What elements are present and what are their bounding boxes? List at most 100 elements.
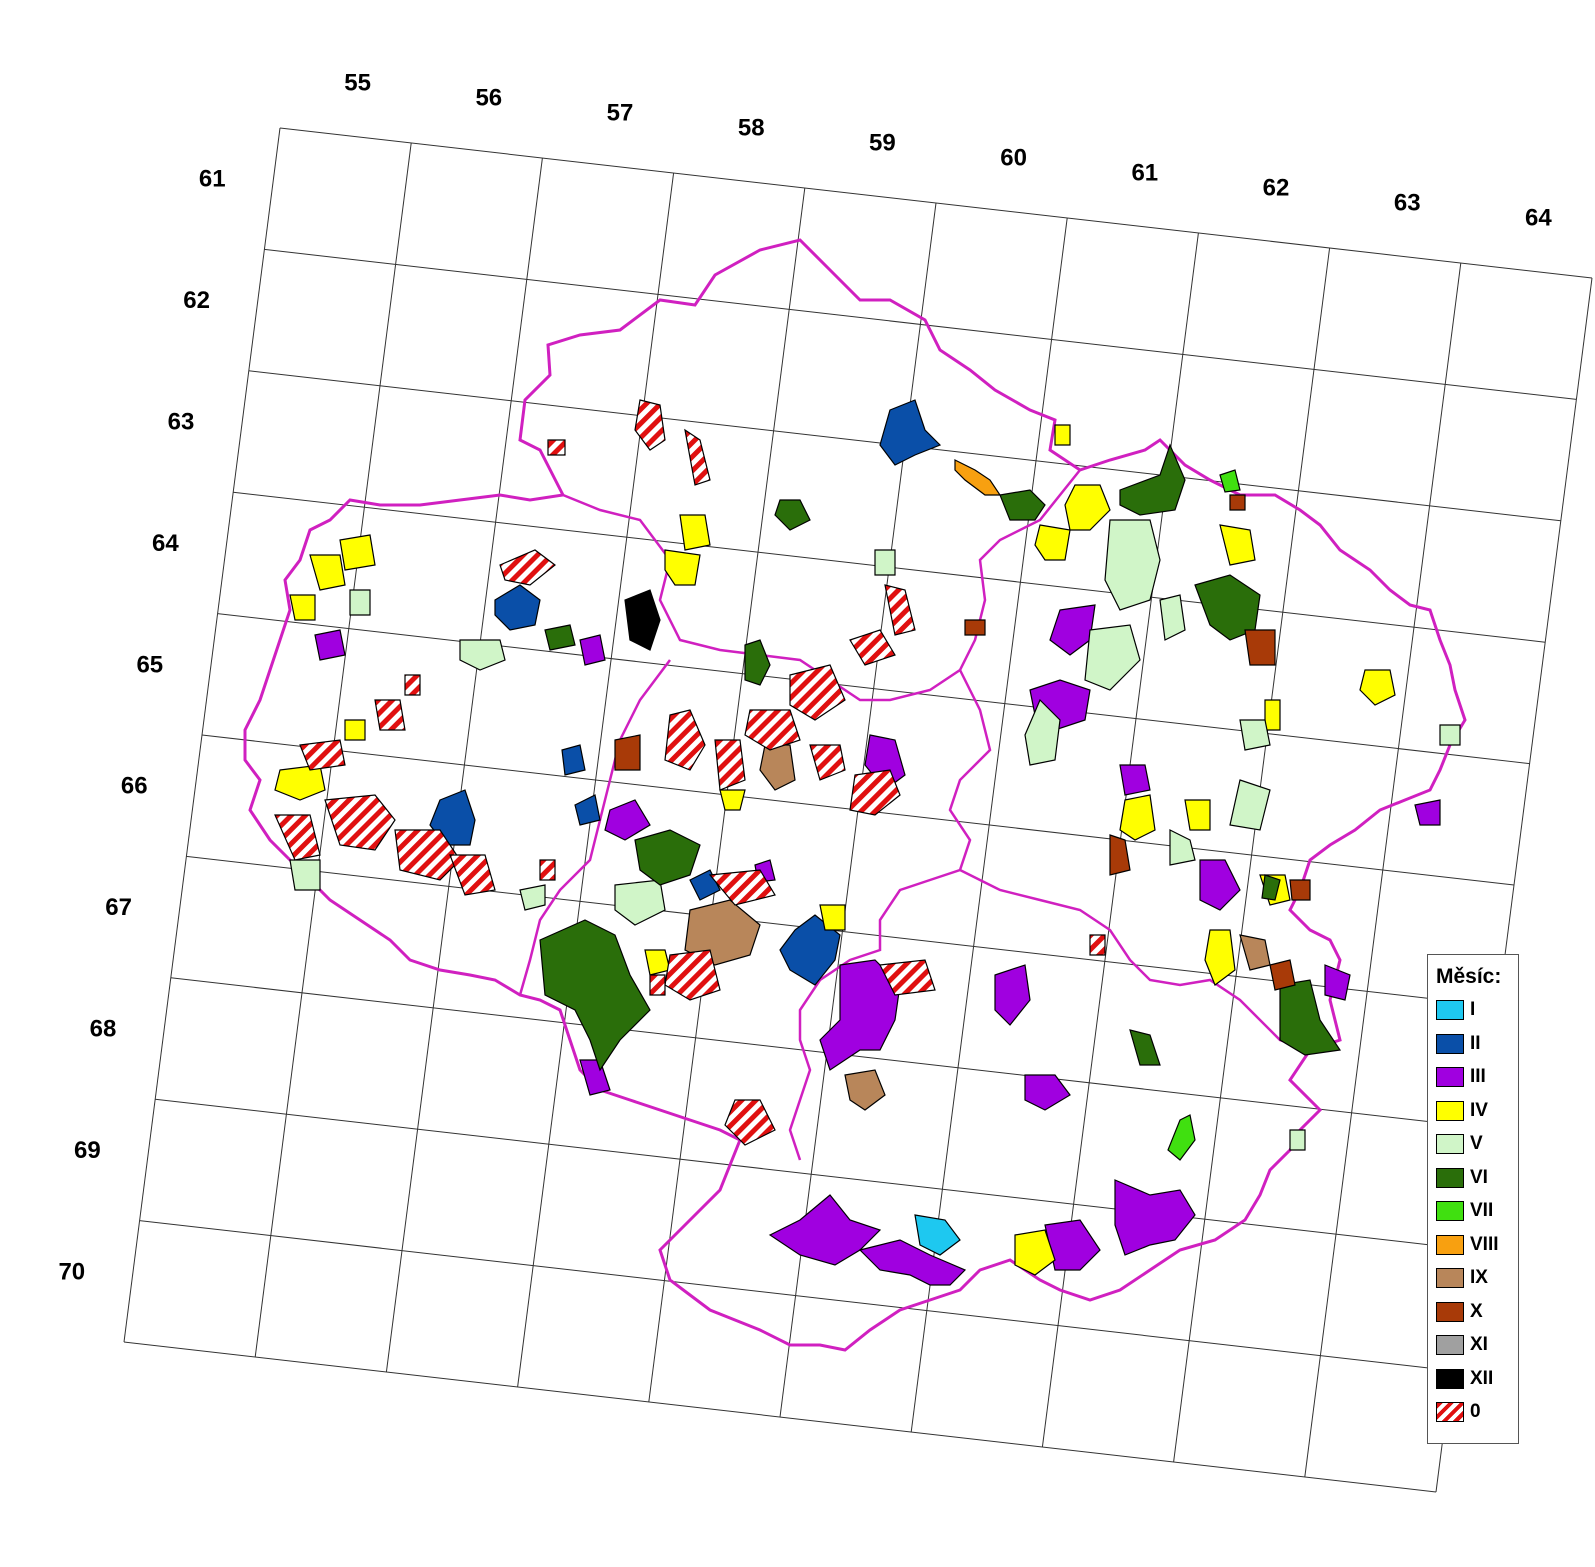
- legend-item: IV: [1436, 1098, 1488, 1124]
- legend-item: II: [1436, 1031, 1481, 1057]
- patch-month-v: [1239, 719, 1271, 751]
- grid-column-label: 63: [1394, 190, 1421, 217]
- grid-row-label: 67: [105, 894, 132, 921]
- patch-month-vi: [999, 489, 1046, 521]
- patch-month-vi: [634, 829, 701, 886]
- patch-month-0: [664, 709, 706, 771]
- grid-column-label: 57: [607, 100, 634, 127]
- legend-swatch: [1436, 1134, 1464, 1154]
- legend-item: I: [1436, 997, 1475, 1023]
- patch-month-v: [1024, 698, 1061, 766]
- patch-month-ii: [879, 399, 942, 466]
- patch-month-v: [519, 884, 546, 911]
- patch-month-iii: [1414, 799, 1441, 826]
- patch-month-iv: [664, 549, 701, 586]
- grid-column-label: 58: [738, 115, 765, 142]
- region-outline: [243, 238, 1467, 1352]
- patch-month-0: [884, 584, 916, 636]
- patch-month-vi: [539, 919, 651, 1072]
- patch-month-iii: [994, 964, 1031, 1026]
- legend-item: IX: [1436, 1265, 1488, 1291]
- top-grid-labels: 55 56 57 58 59 60 61 62 63 64: [344, 70, 1552, 232]
- patch-month-v: [459, 639, 506, 671]
- patch-month-v: [1159, 594, 1186, 641]
- grid-row-label: 65: [136, 651, 163, 678]
- patch-month-0: [714, 739, 746, 791]
- patch-month-x: [1269, 959, 1296, 991]
- grid-row-label: 66: [121, 773, 148, 800]
- patch-month-iv: [1034, 524, 1071, 561]
- patch-month-iv: [679, 514, 711, 551]
- legend-swatch: [1436, 1301, 1464, 1322]
- patch-month-iii: [1119, 764, 1151, 796]
- patch-month-iv: [819, 904, 846, 931]
- legend-swatch: [1436, 1268, 1464, 1288]
- patch-month-ii: [574, 794, 601, 826]
- patch-month-x: [1244, 629, 1276, 666]
- patch-month-0: [849, 629, 896, 666]
- grid-column-label: 55: [344, 70, 371, 97]
- patch-month-iv: [1359, 669, 1396, 706]
- legend-swatch: [1436, 1000, 1464, 1020]
- patch-month-iv: [1014, 1229, 1056, 1276]
- patch-month-v: [1169, 829, 1196, 866]
- patch-month-iv: [339, 534, 376, 571]
- patch-month-iii: [1114, 1179, 1196, 1256]
- patch-month-0: [404, 674, 421, 696]
- patch-month-0: [394, 829, 461, 881]
- patch-month-0: [849, 769, 901, 816]
- grid-line-horizontal: [123, 1341, 1437, 1493]
- patch-month-iii: [579, 634, 606, 666]
- patch-month-ix: [844, 1069, 886, 1111]
- grid-column-label: 59: [869, 130, 896, 157]
- patch-month-0: [499, 549, 556, 586]
- legend-label: V: [1470, 1133, 1483, 1154]
- patch-month-v: [1084, 624, 1141, 691]
- patch-month-0: [1089, 934, 1106, 956]
- legend-label: XI: [1470, 1334, 1488, 1355]
- patch-month-iii: [579, 1059, 611, 1096]
- patch-month-0: [374, 699, 406, 731]
- legend-item: V: [1436, 1131, 1483, 1157]
- legend-swatch: [1436, 1167, 1464, 1188]
- grid-row-label: 64: [152, 530, 179, 557]
- legend-label: I: [1470, 999, 1476, 1020]
- patch-month-0: [789, 664, 846, 721]
- patch-month-v: [1229, 779, 1271, 831]
- legend-label: IV: [1470, 1099, 1488, 1121]
- patch-month-v: [874, 549, 896, 576]
- legend-swatch: [1436, 1234, 1464, 1255]
- grid-line-horizontal: [139, 1220, 1452, 1372]
- patch-month-0: [274, 814, 321, 861]
- legend-swatch: [1436, 1201, 1464, 1221]
- patch-month-viii: [954, 459, 1002, 496]
- grid-line-horizontal: [217, 613, 1530, 765]
- patch-month-vi: [1129, 1029, 1161, 1066]
- legend-label: VIII: [1470, 1233, 1499, 1255]
- patch-month-iv: [1119, 794, 1156, 841]
- patch-month-iv: [644, 949, 671, 976]
- patch-month-ix: [1239, 934, 1271, 971]
- patch-month-iv: [1184, 799, 1211, 831]
- patch-month-v: [1289, 1129, 1306, 1151]
- legend-swatch: [1436, 1368, 1464, 1389]
- patch-month-i: [914, 1214, 961, 1256]
- legend-label: 0: [1470, 1401, 1481, 1422]
- legend-swatch: [1436, 1335, 1464, 1355]
- patch-month-iii: [1044, 1219, 1101, 1271]
- patch-month-vii: [1219, 469, 1241, 493]
- patch-month-iv: [309, 554, 346, 591]
- grid-line-horizontal: [264, 248, 1577, 400]
- patch-month-0: [299, 739, 346, 771]
- patch-month-0: [879, 959, 936, 996]
- legend-item: VII: [1436, 1198, 1493, 1224]
- patch-month-v: [614, 879, 666, 926]
- patch-month-vi: [1261, 874, 1281, 901]
- patch-month-ii: [494, 584, 541, 631]
- left-grid-labels: 61 62 63 64 65 66 67 68 69 70: [58, 166, 225, 1286]
- legend-item: 0: [1436, 1399, 1481, 1425]
- patch-month-iv: [274, 764, 326, 801]
- grid-row-label: 63: [168, 409, 195, 436]
- legend-swatch: [1436, 1067, 1464, 1087]
